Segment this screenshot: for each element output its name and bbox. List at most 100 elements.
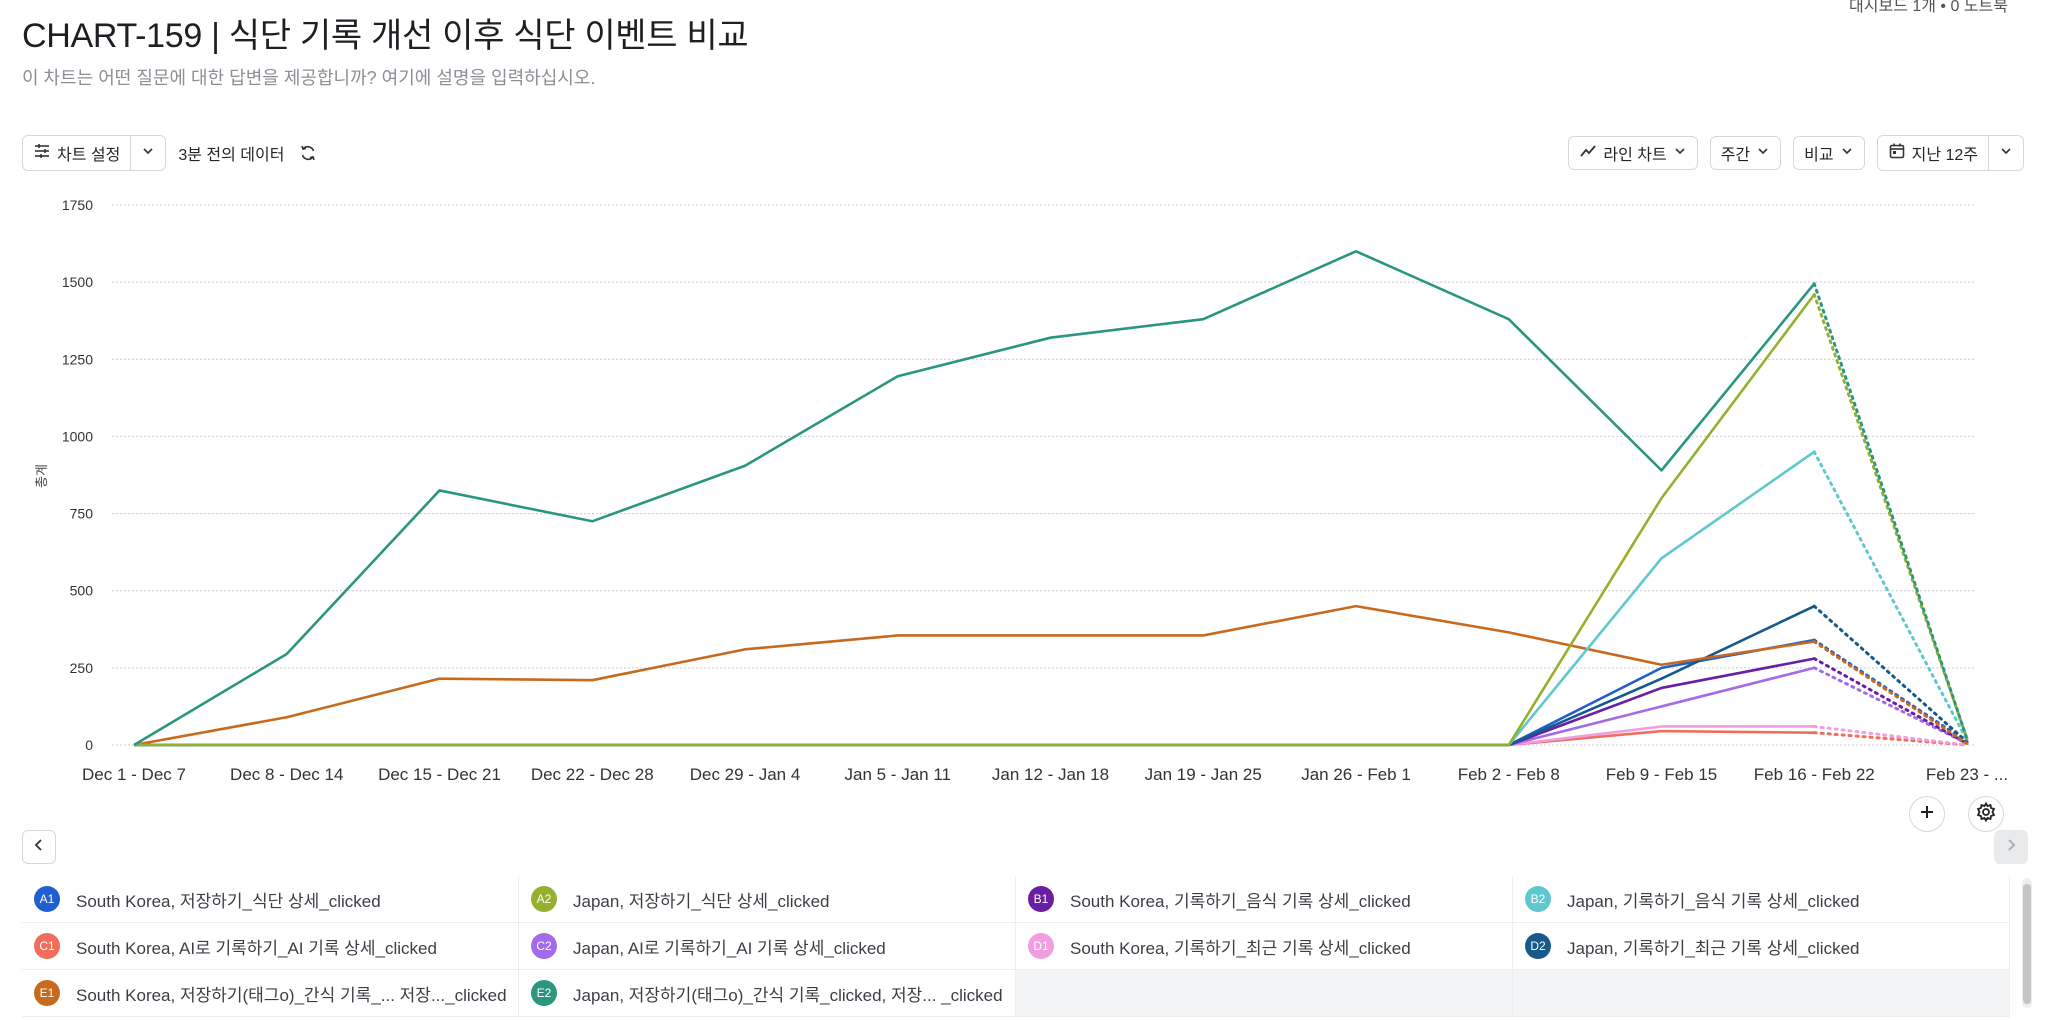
chevron-right-icon: [2004, 838, 2018, 857]
legend-row: C1 South Korea, AI로 기록하기_AI 기록 상세_clicked…: [22, 923, 2010, 970]
legend-item[interactable]: B2 Japan, 기록하기_음식 기록 상세_clicked: [1513, 876, 2010, 923]
legend-item[interactable]: C1 South Korea, AI로 기록하기_AI 기록 상세_clicked: [22, 923, 519, 970]
legend-row: A1 South Korea, 저장하기_식단 상세_clicked A2 Japa…: [22, 876, 2010, 923]
y-tick-label: 1500: [62, 274, 93, 290]
chart-settings-group: 차트 설정: [22, 135, 167, 171]
legend-prev-button[interactable]: [22, 830, 56, 864]
date-range-button[interactable]: 지난 12주: [1877, 136, 1988, 170]
gear-icon: [1976, 801, 1996, 827]
legend-item-label: Japan, 기록하기_최근 기록 상세_clicked: [1567, 938, 1860, 958]
calendar-icon: [1888, 142, 1906, 165]
chevron-down-icon: [1756, 144, 1770, 163]
series-lines: [133, 249, 1969, 747]
chart-settings-button[interactable]: 차트 설정: [23, 136, 131, 170]
legend-item-label: South Korea, AI로 기록하기_AI 기록 상세_clicked: [76, 938, 437, 958]
compare-label: 비교: [1804, 147, 1834, 164]
x-tick-label: Dec 15 - Dec 21: [378, 765, 501, 784]
plus-icon: [1919, 804, 1935, 825]
legend-item[interactable]: E2 Japan, 저장하기(태그o)_간식 기록_clicked, 저장... …: [519, 970, 1016, 1017]
legend-item[interactable]: A2 Japan, 저장하기_식단 상세_clicked: [519, 876, 1016, 923]
series-partial-D1: [1812, 724, 1969, 747]
toolbar-right: 라인 차트 주간 비교 지난 12주: [1568, 135, 2024, 171]
legend-item-label: Japan, 저장하기(태그o)_간식 기록_clicked, 저장... _c…: [573, 985, 1003, 1005]
toolbar-left: 차트 설정 3분 전의 데이터: [22, 135, 320, 171]
legend-item-label: Japan, 기록하기_음식 기록 상세_clicked: [1567, 891, 1860, 911]
compare-select[interactable]: 비교: [1793, 136, 1865, 170]
x-tick-label: Feb 2 - Feb 8: [1458, 765, 1560, 784]
y-tick-label: 250: [70, 660, 94, 676]
date-range-dropdown[interactable]: [1988, 136, 2023, 170]
chevron-down-icon: [1999, 144, 2013, 163]
x-tick-label: Dec 8 - Dec 14: [230, 765, 343, 784]
series-badge: E2: [531, 980, 557, 1006]
legend-item-label: South Korea, 저장하기(태그o)_간식 기록_... 저장..._c…: [76, 985, 507, 1005]
legend-row: E1 South Korea, 저장하기(태그o)_간식 기록_... 저장...…: [22, 970, 2010, 1017]
y-tick-label: 1000: [62, 428, 93, 444]
series-badge: A1: [34, 886, 60, 912]
chart-type-label: 라인 차트: [1603, 147, 1667, 164]
x-tick-label: Jan 12 - Jan 18: [992, 765, 1109, 784]
chart-settings-label: 차트 설정: [57, 147, 121, 164]
x-tick-label: Feb 9 - Feb 15: [1606, 765, 1718, 784]
legend-scrollbar[interactable]: [2022, 878, 2032, 1008]
x-tick-label: Jan 19 - Jan 25: [1145, 765, 1262, 784]
data-age-text: 3분 전의 데이터: [178, 147, 285, 164]
series-partial-B1: [1812, 657, 1969, 745]
interval-label: 주간: [1720, 147, 1751, 164]
chevron-down-icon: [141, 144, 155, 163]
legend-item-label: South Korea, 저장하기_식단 상세_clicked: [76, 891, 381, 911]
legend-item-label: Japan, AI로 기록하기_AI 기록 상세_clicked: [573, 938, 886, 958]
y-tick-label: 0: [85, 737, 93, 753]
chart-description[interactable]: 이 차트는 어떤 질문에 대한 답변을 제공합니까? 여기에 설명을 입력하십시…: [22, 68, 596, 88]
chart-settings-dropdown[interactable]: [130, 136, 166, 170]
interval-select[interactable]: 주간: [1709, 136, 1782, 170]
series-badge: A2: [531, 886, 557, 912]
series-badge: C2: [531, 933, 557, 959]
legend-item[interactable]: B1 South Korea, 기록하기_음식 기록 상세_clicked: [1016, 876, 1513, 923]
dashboard-note: 대시보드 1개 • 0 노트북: [1849, 0, 2008, 15]
legend-item[interactable]: A1 South Korea, 저장하기_식단 상세_clicked: [22, 876, 519, 923]
series-partial-D2: [1812, 604, 1969, 744]
scrollbar-thumb[interactable]: [2023, 884, 2031, 1004]
series-partial-E2: [1812, 282, 1969, 741]
add-button[interactable]: [1909, 796, 1945, 832]
refresh-icon[interactable]: [296, 141, 320, 165]
y-tick-label: 1250: [62, 351, 93, 367]
x-tick-label: Jan 26 - Feb 1: [1301, 765, 1411, 784]
legend-item-label: Japan, 저장하기_식단 상세_clicked: [573, 891, 830, 911]
series-line-E2: [133, 249, 1816, 747]
chevron-left-icon: [32, 838, 46, 857]
series-partial-A2: [1812, 292, 1969, 741]
page-title: CHART-159 | 식단 기록 개선 이후 식단 이벤트 비교: [22, 17, 749, 55]
series-badge: D2: [1525, 933, 1551, 959]
legend-item[interactable]: C2 Japan, AI로 기록하기_AI 기록 상세_clicked: [519, 923, 1016, 970]
series-badge: C1: [34, 933, 60, 959]
gridlines: [112, 204, 1976, 746]
legend-item[interactable]: E1 South Korea, 저장하기(태그o)_간식 기록_... 저장...…: [22, 970, 519, 1017]
y-axis-ticks: 0 250 500 750 1000 1250 1500 1750: [62, 197, 93, 753]
legend-empty-cell: [1513, 970, 2010, 1017]
date-range-label: 지난 12주: [1911, 147, 1978, 164]
line-chart: 0 250 500 750 1000 1250 1500 1750 Dec 1 - Dec 7…: [34, 197, 2008, 784]
y-tick-label: 750: [70, 506, 94, 522]
y-tick-label: 1750: [62, 197, 93, 213]
x-tick-label: Jan 5 - Jan 11: [845, 765, 951, 784]
chevron-down-icon: [1840, 144, 1854, 163]
x-tick-label: Dec 1 - Dec 7: [82, 765, 186, 784]
legend-next-button[interactable]: [1994, 830, 2028, 864]
series-badge: D1: [1028, 933, 1054, 959]
legend-item-label: South Korea, 기록하기_최근 기록 상세_clicked: [1070, 938, 1411, 958]
legend-item[interactable]: D1 South Korea, 기록하기_최근 기록 상세_clicked: [1016, 923, 1513, 970]
series-partial-E1: [1812, 640, 1969, 745]
chart-type-select[interactable]: 라인 차트: [1568, 136, 1698, 170]
settings-button[interactable]: [1968, 796, 2004, 832]
line-chart-icon: [1579, 142, 1597, 165]
y-axis-label: 총계: [34, 464, 49, 488]
date-range-group: 지난 12주: [1876, 135, 2024, 171]
legend-item[interactable]: D2 Japan, 기록하기_최근 기록 상세_clicked: [1513, 923, 2010, 970]
x-axis-ticks: Dec 1 - Dec 7 Dec 8 - Dec 14 Dec 15 - Dec …: [82, 765, 2008, 784]
series-partial-B2: [1812, 450, 1969, 742]
legend-item-label: South Korea, 기록하기_음식 기록 상세_clicked: [1070, 891, 1411, 911]
x-tick-label: Feb 23 - ...: [1926, 765, 2008, 784]
sliders-icon: [33, 142, 51, 165]
